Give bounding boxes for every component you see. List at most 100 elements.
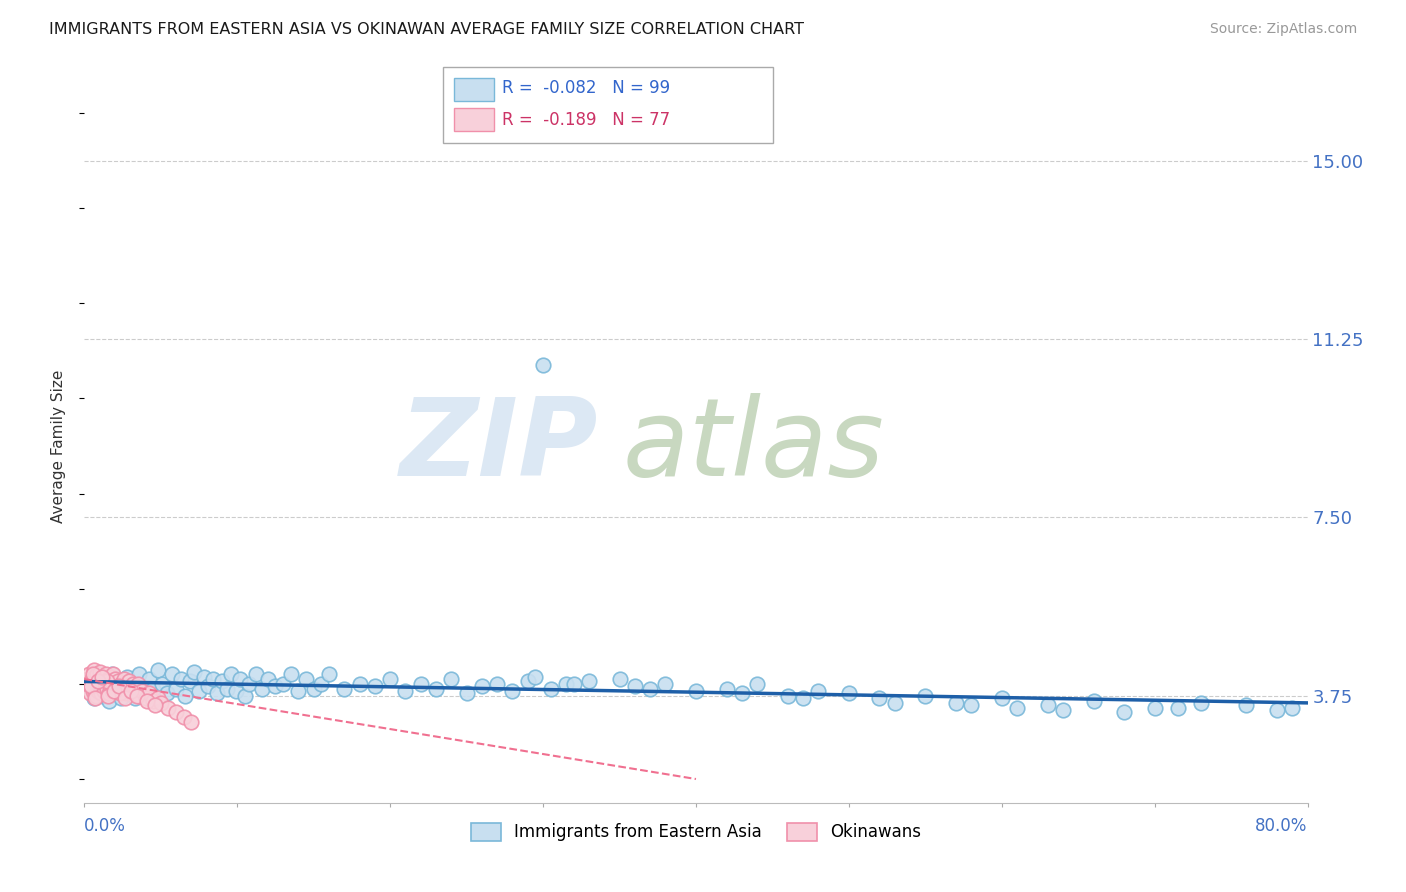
Point (96, 681, 118, 696)
Point (76, 672, 98, 686)
Point (219, 667, 242, 681)
Point (125, 684, 148, 698)
Point (1052, 703, 1074, 717)
Point (716, 681, 738, 696)
Point (120, 686, 142, 700)
Point (146, 691, 169, 706)
Point (97, 689, 120, 703)
Point (287, 684, 309, 698)
Point (991, 691, 1014, 706)
Point (245, 667, 267, 681)
Point (516, 674, 538, 689)
Point (97, 672, 120, 686)
Point (86, 677, 108, 691)
Point (170, 672, 193, 686)
Point (89, 684, 111, 698)
Point (1189, 696, 1212, 710)
Point (685, 684, 707, 698)
Point (122, 677, 145, 691)
Point (233, 689, 256, 703)
Point (578, 674, 600, 689)
Point (540, 681, 562, 696)
Point (609, 672, 631, 686)
Point (142, 693, 165, 707)
Text: R =  -0.082   N = 99: R = -0.082 N = 99 (502, 79, 671, 97)
Point (838, 686, 860, 700)
Point (869, 691, 891, 706)
Point (91, 670, 114, 684)
Point (91, 689, 114, 703)
Point (94, 672, 117, 686)
Point (110, 677, 132, 691)
Point (638, 681, 661, 696)
Point (76, 681, 98, 696)
Point (146, 663, 169, 677)
Point (115, 670, 138, 684)
Point (118, 674, 141, 689)
Point (173, 710, 195, 724)
Point (124, 691, 146, 706)
Point (143, 698, 166, 713)
Point (131, 684, 153, 698)
Text: R =  -0.189   N = 77: R = -0.189 N = 77 (502, 111, 671, 128)
Point (624, 679, 647, 693)
Point (531, 358, 554, 372)
Point (188, 684, 211, 698)
Point (98, 679, 121, 693)
Point (83, 681, 105, 696)
Point (110, 691, 132, 706)
Point (150, 677, 173, 691)
Legend: Immigrants from Eastern Asia, Okinawans: Immigrants from Eastern Asia, Okinawans (464, 816, 928, 848)
Point (318, 667, 340, 681)
Point (883, 696, 905, 710)
Point (524, 670, 547, 684)
Point (157, 700, 180, 714)
Point (111, 681, 134, 696)
Point (271, 677, 294, 691)
Point (82, 667, 104, 681)
Point (83, 691, 105, 706)
Text: ZIP: ZIP (399, 393, 598, 499)
Text: 0.0%: 0.0% (84, 817, 127, 835)
Point (100, 670, 122, 684)
Point (945, 696, 967, 710)
Point (138, 686, 160, 700)
Point (103, 684, 125, 698)
Point (115, 679, 138, 693)
Point (84, 689, 107, 703)
Point (132, 684, 155, 698)
Text: Source: ZipAtlas.com: Source: ZipAtlas.com (1209, 22, 1357, 37)
Point (207, 686, 229, 700)
Point (747, 677, 769, 691)
Point (128, 689, 150, 703)
Point (107, 674, 129, 689)
Point (104, 681, 127, 696)
Point (238, 677, 260, 691)
Point (215, 681, 238, 696)
Point (136, 693, 159, 707)
Point (250, 681, 273, 696)
Point (502, 684, 524, 698)
Point (142, 681, 165, 696)
Point (79, 681, 101, 696)
Point (440, 672, 463, 686)
Point (302, 681, 325, 696)
Point (229, 672, 252, 686)
Point (165, 681, 187, 696)
Point (104, 672, 127, 686)
Point (156, 686, 179, 700)
Point (311, 677, 333, 691)
Point (127, 677, 149, 691)
Point (135, 691, 157, 706)
Point (77, 667, 100, 681)
Point (1005, 700, 1028, 714)
Point (87, 684, 110, 698)
Point (120, 684, 142, 698)
Point (197, 679, 219, 693)
Point (128, 667, 150, 681)
Point (90, 686, 112, 700)
Point (107, 679, 129, 693)
Point (183, 665, 205, 679)
Point (107, 677, 129, 691)
Point (121, 686, 143, 700)
